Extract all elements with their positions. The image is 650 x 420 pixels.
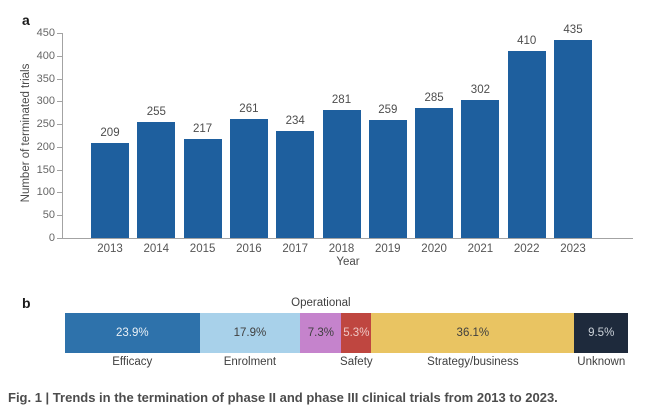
- x-axis-title: Year: [336, 256, 360, 268]
- bar-value-2013: 209: [100, 126, 120, 139]
- y-tick-mark-50: [57, 215, 62, 217]
- x-tick-label-2016: 2016: [236, 243, 262, 255]
- x-tick-label-2023: 2023: [560, 243, 586, 255]
- x-tick-label-2014: 2014: [143, 243, 170, 255]
- y-tick-label-400: 400: [36, 49, 55, 62]
- y-tick-label-200: 200: [36, 140, 55, 153]
- segment-efficacy: 23.9%: [65, 313, 200, 353]
- y-tick-mark-400: [57, 55, 62, 57]
- x-tick-label-2020: 2020: [421, 243, 447, 255]
- y-tick-label-250: 250: [36, 118, 55, 131]
- segment-safety: 5.3%: [341, 313, 372, 353]
- x-tick-label-2013: 2013: [97, 243, 123, 255]
- y-axis-line: [62, 33, 63, 238]
- x-tick-label-2019: 2019: [375, 243, 401, 255]
- bar-value-2018: 281: [331, 93, 352, 106]
- y-tick-mark-0: [57, 238, 62, 239]
- y-tick-label-300: 300: [36, 95, 55, 108]
- x-tick-label-2018: 2018: [328, 243, 355, 255]
- y-tick-label-150: 150: [36, 163, 55, 176]
- y-tick-mark-350: [57, 78, 62, 80]
- bar-value-2021: 302: [470, 84, 490, 97]
- x-tick-label-2022: 2022: [513, 243, 540, 255]
- segment-label-operational: Operational: [291, 297, 351, 309]
- y-tick-mark-450: [57, 33, 62, 34]
- bar-2013: [91, 142, 129, 238]
- panel-b-label: b: [22, 295, 31, 311]
- bar-value-2020: 285: [424, 92, 444, 105]
- bar-2020: [415, 108, 454, 238]
- bar-2019: [368, 120, 407, 238]
- segment-unknown: 9.5%: [574, 313, 628, 353]
- y-tick-mark-150: [57, 169, 62, 171]
- segment-label-efficacy: Efficacy: [112, 356, 153, 368]
- panel-a-label: a: [22, 12, 30, 28]
- y-tick-mark-250: [57, 124, 62, 126]
- stacked-bar: 23.9% 17.9% 7.3% 5.3% 36.1% 9.5%: [65, 313, 628, 353]
- bar-2023: [554, 39, 592, 238]
- bar-value-2016: 261: [239, 103, 259, 116]
- bar-value-2022: 410: [517, 35, 537, 48]
- figure-caption: Fig. 1 | Trends in the termination of ph…: [8, 390, 558, 405]
- bar-2016: [229, 119, 268, 238]
- bar-value-2014: 255: [146, 105, 166, 118]
- segment-strategy-business: 36.1%: [371, 313, 575, 353]
- segment-label-safety: Safety: [340, 356, 373, 368]
- y-tick-label-50: 50: [42, 209, 55, 222]
- bar-2015: [183, 139, 222, 238]
- y-tick-label-100: 100: [36, 186, 55, 199]
- bar-2017: [276, 131, 315, 238]
- bar-value-2019: 259: [378, 104, 398, 116]
- y-tick-label-350: 350: [36, 72, 55, 85]
- segment-label-strategy-business: Strategy/business: [427, 356, 519, 368]
- segment-label-enrolment: Enrolment: [223, 356, 277, 368]
- bar-2018: [322, 109, 361, 238]
- bar-2022: [507, 51, 546, 238]
- y-tick-mark-300: [57, 101, 62, 103]
- x-tick-label-2015: 2015: [189, 243, 216, 255]
- y-tick-label-0: 0: [48, 232, 55, 244]
- x-tick-label-2017: 2017: [282, 243, 308, 255]
- segment-label-unknown: Unknown: [577, 356, 626, 368]
- y-tick-label-450: 450: [36, 27, 55, 39]
- bar-value-2015: 217: [193, 123, 213, 136]
- y-tick-mark-200: [57, 146, 62, 148]
- bar-value-2017: 234: [285, 115, 305, 128]
- segment-operational: 7.3%: [300, 313, 342, 353]
- x-axis-line: [62, 238, 633, 239]
- bar-value-2023: 435: [563, 23, 583, 36]
- segment-enrolment: 17.9%: [199, 313, 301, 353]
- y-tick-mark-100: [57, 192, 62, 194]
- bar-2014: [137, 121, 176, 238]
- x-tick-label-2021: 2021: [467, 243, 494, 255]
- bar-2021: [461, 100, 500, 238]
